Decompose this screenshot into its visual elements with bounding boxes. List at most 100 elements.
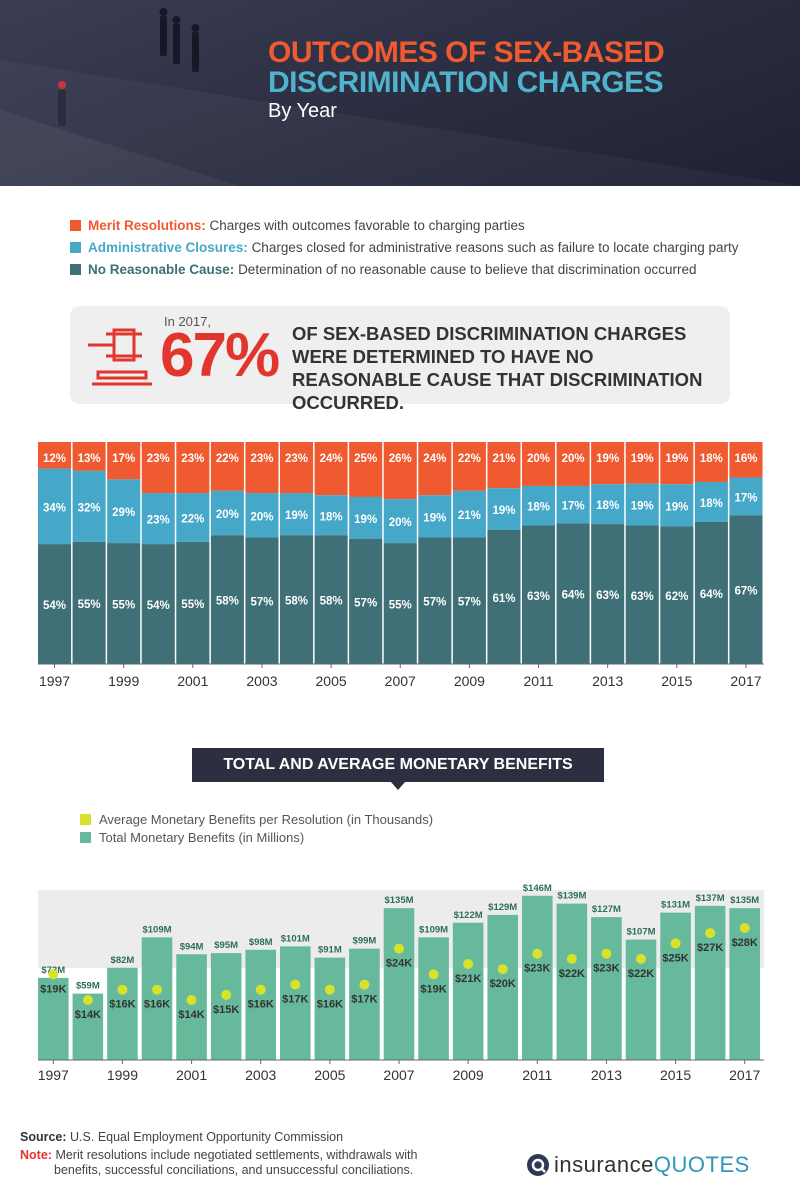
label-average-2009: $21K: [455, 973, 481, 985]
dot-average-2004: [290, 979, 301, 990]
dot-average-2002: [221, 989, 232, 1000]
bar-merit-2014: [625, 442, 659, 484]
x-tick-label-2007: 2007: [385, 673, 416, 689]
label-average-1999: $16K: [109, 999, 135, 1011]
label-nrc-2012: 64%: [562, 590, 585, 602]
bar-nrc-2003: [245, 537, 279, 664]
x2-tick-label-2001: 2001: [176, 1067, 207, 1083]
label-admin-2014: 19%: [631, 501, 654, 513]
bar-nrc-2002: [210, 535, 244, 664]
bar-admin-2013: [591, 484, 625, 525]
callout-big-value: 67%: [160, 321, 280, 390]
label-average-2011: $23K: [524, 963, 550, 975]
bar-total-2009: [452, 922, 484, 1060]
label-average-2013: $23K: [593, 963, 619, 975]
bar-admin-2008: [418, 495, 452, 538]
dot-average-2010: [497, 964, 508, 975]
label-merit-2016: 18%: [700, 453, 723, 465]
bar-admin-1998: [72, 470, 106, 542]
label-merit-2010: 21%: [492, 453, 515, 465]
bar-total-2006: [349, 948, 380, 1060]
label-total-2006: $99M: [353, 936, 377, 947]
label-average-2012: $22K: [559, 968, 585, 980]
bar-total-2000: [141, 937, 173, 1060]
label-admin-2006: 19%: [354, 514, 377, 526]
label-nrc-2003: 57%: [250, 597, 273, 609]
bar-total-2011: [522, 895, 553, 1060]
label-nrc-2010: 61%: [492, 593, 515, 605]
label-total-2013: $127M: [592, 904, 621, 915]
x2-tick-label-2011: 2011: [522, 1067, 552, 1083]
bar-total-2013: [591, 917, 622, 1060]
label-admin-1998: 32%: [78, 502, 101, 514]
label-admin-2013: 18%: [596, 500, 619, 512]
label-nrc-2009: 57%: [458, 597, 481, 609]
bar-nrc-2013: [591, 524, 625, 664]
legend-swatch-admin: [70, 242, 81, 253]
bar-total-1997: [38, 977, 69, 1060]
bar-total-1999: [107, 967, 138, 1060]
bar-nrc-2006: [349, 538, 383, 664]
outcomes-stacked-chart: 12% 34% 54% 13% 32% 55% 17% 29% 55% 23% 23% 54% 23% 2…: [38, 442, 764, 689]
label-admin-2009: 21%: [458, 510, 481, 522]
legend-label-admin: Administrative Closures:: [88, 240, 248, 255]
x-tick-label-2005: 2005: [316, 673, 347, 689]
label-nrc-2007: 55%: [389, 600, 412, 612]
label-merit-2000: 23%: [147, 453, 170, 465]
dot-average-2000: [152, 984, 162, 995]
x2-tick-label-2013: 2013: [591, 1067, 622, 1083]
label-nrc-2005: 58%: [320, 596, 343, 608]
bar-admin-2005: [314, 495, 348, 536]
bar-merit-2009: [452, 442, 486, 491]
label-total-2011: $146M: [523, 883, 552, 894]
bar-nrc-2005: [314, 535, 348, 664]
label-total-2002: $95M: [214, 940, 238, 951]
label-admin-2007: 20%: [389, 517, 412, 529]
label-average-2005: $16K: [317, 999, 343, 1011]
bar-merit-2003: [245, 442, 279, 494]
label-average-1998: $14K: [75, 1009, 101, 1021]
dot-average-2017: [739, 923, 750, 933]
x-tick-label-2015: 2015: [661, 673, 692, 689]
bar-admin-2000: [141, 493, 175, 545]
dot-average-1999: [117, 984, 128, 995]
bar-merit-2011: [522, 442, 556, 486]
x-tick-label-1999: 1999: [108, 673, 139, 689]
label-nrc-2016: 64%: [700, 589, 723, 601]
bar-total-2010: [487, 914, 518, 1060]
bar-total-2002: [210, 953, 242, 1060]
bar-admin-2010: [487, 488, 521, 530]
source-label: Source:: [20, 1130, 67, 1144]
note-line2: benefits, successful conciliations, and …: [54, 1163, 414, 1177]
bar-merit-2017: [729, 442, 763, 478]
x-tick-label-2001: 2001: [177, 673, 208, 689]
bar-merit-2001: [176, 442, 210, 494]
label-merit-2005: 24%: [320, 453, 343, 465]
monetary-benefits-chart: $73M$19K$59M$14K$82M$16K$109M$16K$94M$14…: [38, 883, 764, 1083]
callout-text: OF SEX-BASED DISCRIMINATION CHARGES WERE…: [292, 323, 703, 413]
bar-total-2001: [176, 954, 207, 1060]
monetary-benefits-banner: TOTAL AND AVERAGE MONETARY BENEFITS: [192, 748, 604, 782]
bar-nrc-2001: [176, 541, 210, 664]
label-nrc-2006: 57%: [354, 597, 377, 609]
label-admin-2016: 18%: [700, 498, 723, 510]
label-total-2008: $109M: [419, 924, 448, 935]
dot-average-2016: [705, 928, 716, 939]
label-nrc-2015: 62%: [665, 591, 688, 603]
source-line: Source: U.S. Equal Employment Opportunit…: [20, 1130, 343, 1144]
label-nrc-2008: 57%: [423, 597, 446, 609]
bar-nrc-2000: [141, 544, 175, 664]
label-merit-2001: 23%: [181, 453, 204, 465]
bar-nrc-2016: [694, 521, 728, 664]
logo-icon: [527, 1154, 549, 1176]
legend-nrc: No Reasonable Cause: Determination of no…: [70, 262, 697, 277]
label-nrc-1998: 55%: [78, 599, 101, 611]
label-admin-1999: 29%: [112, 507, 135, 519]
bar-admin-1997: [38, 468, 72, 545]
label-total-2017: $135M: [730, 895, 759, 906]
dot-average-2003: [255, 984, 266, 995]
label-merit-2009: 22%: [458, 453, 481, 465]
label-admin-2003: 20%: [250, 511, 273, 523]
x-tick-label-1997: 1997: [39, 673, 70, 689]
label-nrc-2017: 67%: [734, 586, 757, 598]
